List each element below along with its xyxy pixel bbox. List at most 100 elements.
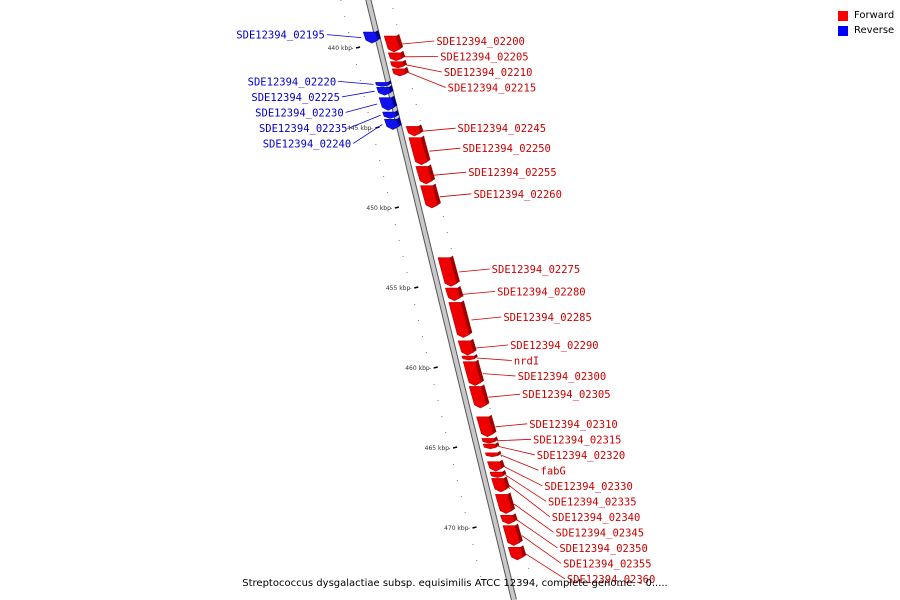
gene-body [408, 137, 428, 166]
leader-line [338, 81, 374, 85]
guide-dot [390, 208, 392, 209]
guide-dot [359, 80, 361, 81]
ruler-label: 445 kbp [347, 125, 372, 132]
gene-body [383, 118, 400, 130]
gene-body [383, 35, 401, 53]
gene-side [400, 50, 406, 59]
guide-dot [415, 104, 417, 105]
guide-dot [437, 400, 439, 401]
leader-line [521, 535, 562, 564]
leader-line [402, 40, 435, 45]
guide-dot [410, 288, 412, 289]
gene-label: SDE12394_02335 [548, 496, 637, 508]
guide-dot [352, 48, 354, 49]
guide-dot [387, 192, 389, 193]
gene-side [497, 450, 502, 456]
ruler-label: 450 kbp [366, 205, 391, 212]
leader-line [516, 519, 558, 549]
gene-body [495, 494, 513, 514]
gene-body [491, 478, 508, 493]
leader-line [503, 466, 543, 487]
guide-dot [456, 480, 458, 481]
leader-line [458, 268, 490, 273]
gene-side [418, 124, 424, 134]
gene-label: SDE12394_02315 [533, 434, 622, 446]
gene-label: SDE12394_02215 [448, 83, 537, 95]
leader-line [500, 454, 539, 471]
gene-label: SDE12394_02255 [468, 167, 557, 179]
gene-side [495, 442, 500, 448]
gene-labels: SDE12394_02195 SDE12394_02200 SDE12394_022… [236, 30, 655, 586]
gene-body [376, 86, 391, 96]
gene-label: SDE12394_02290 [510, 340, 599, 352]
gene-body [484, 452, 499, 458]
leader-line [462, 291, 496, 295]
gene-label: SDE12394_02240 [263, 138, 352, 150]
guide-dot [532, 584, 534, 585]
gene-side [420, 135, 431, 162]
leader-line [345, 103, 378, 113]
guide-dot [402, 256, 404, 257]
gene-body [378, 97, 395, 111]
gene-side [427, 164, 436, 181]
guide-dot [433, 384, 435, 385]
gene-side [396, 34, 404, 49]
guide-dot [445, 432, 447, 433]
gene-side [512, 513, 518, 522]
leader-line [326, 34, 362, 38]
gene-body [391, 68, 407, 77]
gene-label: SDE12394_02305 [522, 389, 611, 401]
ruler-tick [433, 366, 438, 369]
forward-genes [383, 34, 527, 561]
guide-dot [429, 368, 431, 369]
gene-side [457, 286, 464, 298]
gene-body [457, 340, 474, 356]
gene-body [507, 546, 524, 561]
leader-line [341, 90, 375, 98]
gene-body [502, 525, 521, 546]
leader-line [471, 316, 502, 321]
leader-line [475, 344, 509, 349]
forward-swatch [838, 10, 848, 21]
gene-label: SDE12394_02235 [259, 123, 348, 135]
gene-label: SDE12394_02220 [248, 76, 337, 88]
gene-body [444, 287, 461, 302]
gene-label: SDE12394_02310 [529, 419, 618, 431]
gene-side [387, 80, 392, 86]
legend-reverse-label: Reverse [854, 25, 895, 36]
gene-body [437, 257, 458, 287]
ruler-label: 440 kbp [328, 45, 353, 52]
guide-dot [452, 464, 454, 465]
gene-body [462, 361, 482, 386]
gene-side [501, 470, 507, 476]
ruler-tick [355, 46, 361, 49]
gene-label: fabG [541, 465, 566, 477]
guide-dot [425, 352, 427, 353]
ruler-tick [452, 446, 458, 449]
guide-dot [411, 88, 413, 89]
ruler-label: 455 kbp [386, 285, 411, 292]
gene-side [503, 476, 510, 489]
leader-line [434, 171, 467, 176]
guide-dot [371, 128, 373, 129]
gene-side [473, 354, 478, 359]
gene-body [482, 443, 497, 450]
gene-body [487, 461, 503, 472]
ruler-tick [472, 526, 477, 529]
guide-dot [344, 16, 346, 17]
reverse-swatch [838, 25, 848, 36]
leader-line [476, 357, 512, 361]
gene-body [461, 355, 476, 361]
guide-dot [480, 576, 482, 577]
guide-dot [462, 296, 464, 297]
gene-body [387, 52, 403, 62]
gene-side [396, 117, 402, 127]
gene-side [481, 384, 490, 405]
guide-dot [355, 64, 357, 65]
gene-body [390, 61, 405, 69]
guide-dot [418, 320, 420, 321]
gene-body [362, 31, 379, 44]
gene-label: SDE12394_02195 [236, 30, 325, 42]
gene-body [448, 302, 470, 338]
gene-label: SDE12394_02230 [255, 107, 344, 119]
